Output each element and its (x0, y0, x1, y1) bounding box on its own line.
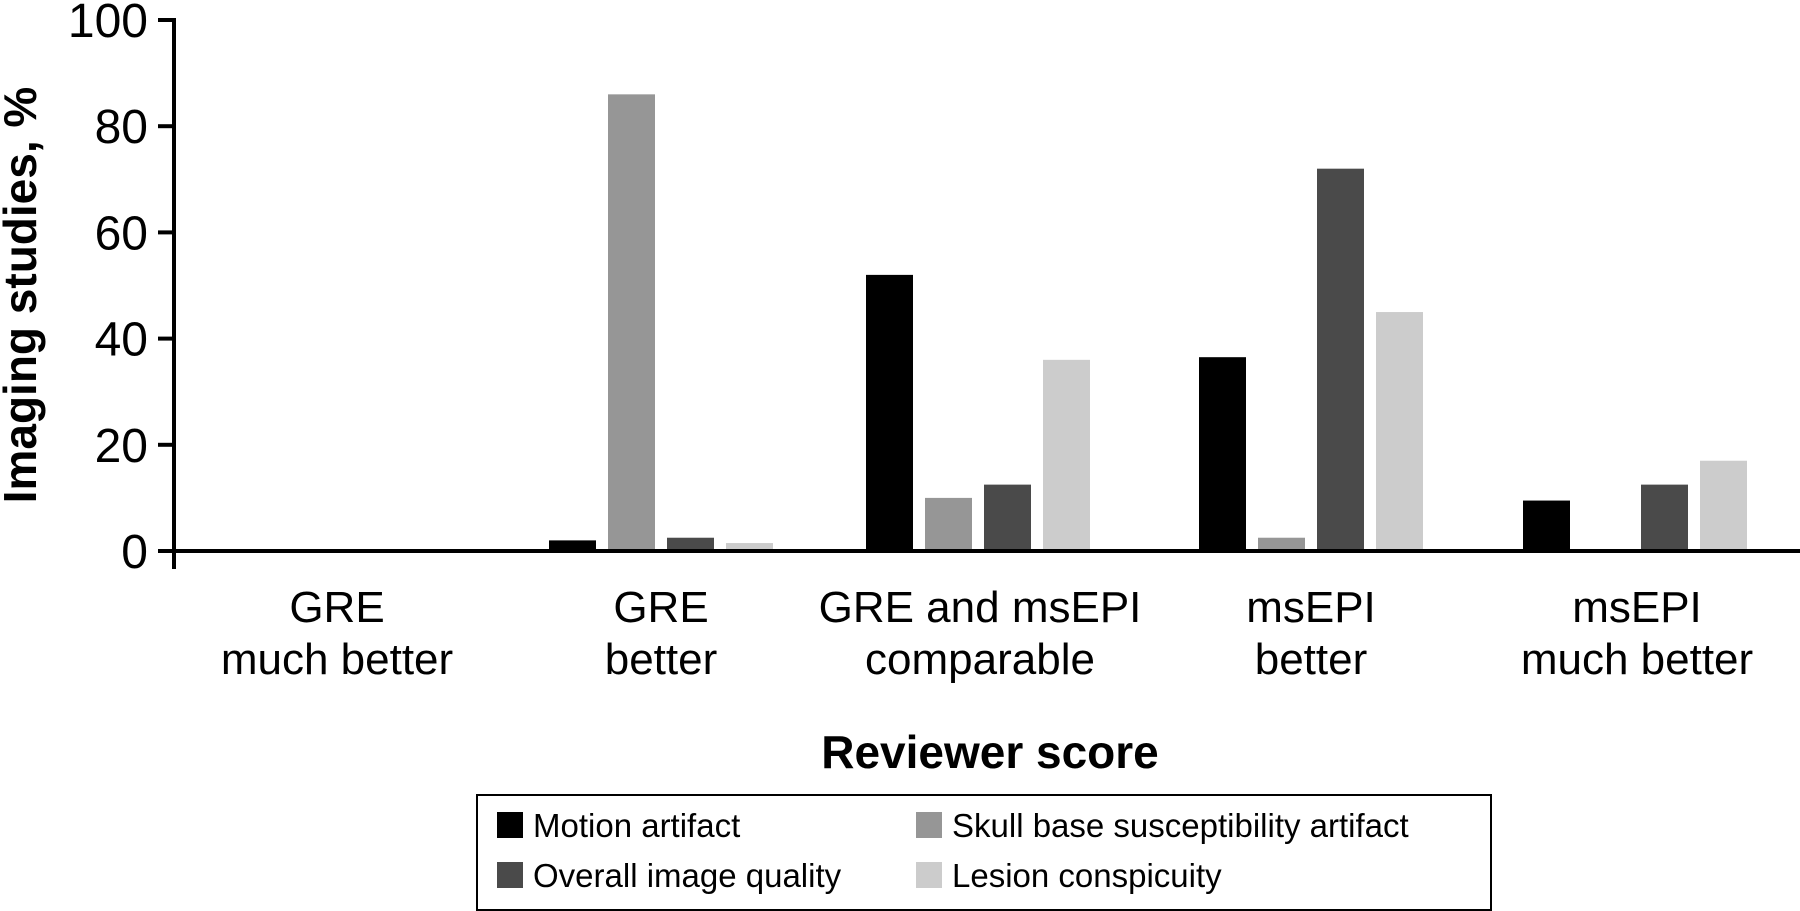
legend-swatch (497, 862, 523, 888)
bar (925, 497, 972, 551)
bar (866, 274, 913, 551)
bar (1258, 537, 1305, 551)
bar (549, 540, 596, 551)
x-axis-title: Reviewer score (821, 726, 1159, 778)
bar (1317, 168, 1364, 551)
y-ticks: 0 20 40 60 80 100 (68, 0, 174, 579)
legend-swatch (497, 812, 523, 838)
x-category-label: much better (221, 635, 453, 684)
axes-layer (172, 18, 1800, 569)
bar (726, 543, 773, 551)
legend-swatch (916, 862, 942, 888)
legend-box (476, 794, 1492, 911)
legend-label: Motion artifact (533, 807, 740, 844)
y-tick-label: 0 (121, 526, 148, 579)
bar (1199, 357, 1246, 551)
x-category-label: GRE and msEPI (819, 583, 1142, 632)
y-tick-label: 100 (68, 0, 148, 48)
x-category-label: comparable (865, 635, 1095, 684)
bar (1043, 359, 1090, 551)
x-category-label: msEPI (1246, 583, 1376, 632)
x-category-label: msEPI (1572, 583, 1702, 632)
y-axis-title: Imaging studies, % (0, 87, 46, 504)
legend: Motion artifact Skull base susceptibility… (476, 794, 1492, 911)
x-category-label: GRE (289, 583, 384, 632)
bar (667, 537, 714, 551)
bar (1523, 500, 1570, 551)
x-category-label: better (605, 635, 718, 684)
x-category-label: much better (1521, 635, 1753, 684)
legend-label: Overall image quality (533, 857, 842, 894)
bar (1376, 312, 1423, 551)
bar (984, 484, 1031, 551)
y-tick-label: 80 (95, 101, 148, 154)
y-tick-label: 40 (95, 314, 148, 367)
legend-label: Lesion conspicuity (952, 857, 1222, 894)
y-tick-label: 60 (95, 207, 148, 260)
bar (1700, 460, 1747, 551)
legend-swatch (916, 812, 942, 838)
legend-label: Skull base susceptibility artifact (952, 807, 1409, 844)
x-category-label: better (1255, 635, 1368, 684)
x-category-label: GRE (613, 583, 708, 632)
y-tick-label: 20 (95, 420, 148, 473)
bar (1641, 484, 1688, 551)
bar (608, 94, 655, 551)
bars-layer (284, 94, 1747, 551)
